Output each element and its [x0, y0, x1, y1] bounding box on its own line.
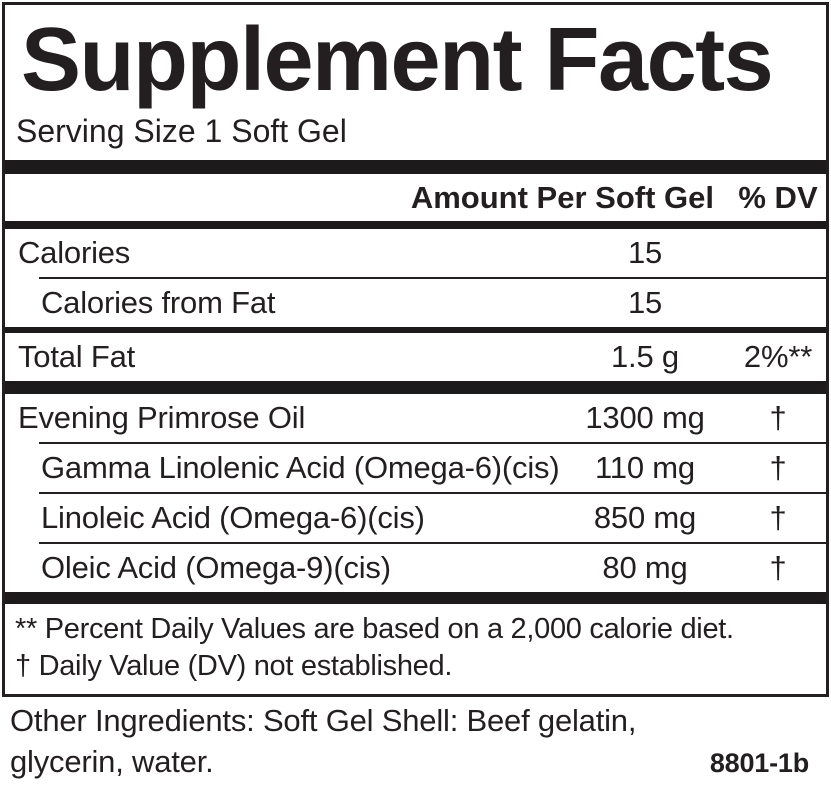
footnotes: ** Percent Daily Values are based on a 2… — [5, 604, 826, 694]
nutrient-amount: 110 mg — [595, 450, 695, 485]
nutrient-rows: Calories 15 Calories from Fat 15 Total Fat 1.… — [5, 229, 826, 592]
nutrient-row: Calories from Fat 15 — [5, 279, 826, 327]
column-header-row: Amount Per Soft Gel % DV — [5, 174, 826, 221]
other-ingredients-line2: glycerin, water. — [10, 744, 214, 779]
nutrient-dv: 2%** — [743, 339, 813, 374]
serving-size: Serving Size 1 Soft Gel — [16, 113, 347, 149]
thick-divider-bar — [5, 160, 826, 174]
nutrient-name: Calories — [18, 235, 131, 270]
panel-title: Supplement Facts — [21, 10, 774, 110]
nutrient-name: Evening Primrose Oil — [18, 400, 306, 435]
nutrient-amount: 15 — [627, 235, 663, 270]
nutrient-dv: † — [769, 500, 787, 535]
other-ingredients-line1: Other Ingredients: Soft Gel Shell: Beef … — [10, 703, 637, 738]
thick-divider-bar — [5, 592, 826, 604]
nutrient-name: Linoleic Acid (Omega-6)(cis) — [41, 500, 425, 535]
nutrient-row: Linoleic Acid (Omega-6)(cis) 850 mg † — [5, 494, 826, 542]
nutrient-row: Oleic Acid (Omega-9)(cis) 80 mg † — [5, 544, 826, 592]
footnote-percent-dv: ** Percent Daily Values are based on a 2… — [15, 613, 734, 645]
hairline-divider — [39, 442, 826, 444]
product-code: 8801-1b — [709, 748, 809, 778]
thick-divider-bar — [5, 381, 826, 394]
nutrient-row: Evening Primrose Oil 1300 mg † — [5, 394, 826, 442]
hairline-divider — [39, 277, 826, 279]
nutrient-amount: 1300 mg — [585, 400, 705, 435]
medium-divider-bar — [5, 221, 826, 229]
nutrient-name: Total Fat — [18, 339, 136, 374]
nutrient-name: Gamma Linolenic Acid (Omega-6)(cis) — [41, 450, 560, 485]
nutrient-row: Total Fat 1.5 g 2%** — [5, 333, 826, 381]
nutrient-name: Oleic Acid (Omega-9)(cis) — [41, 550, 391, 585]
nutrient-dv: † — [769, 400, 787, 435]
supplement-facts-panel: Supplement Facts Serving Size 1 Soft Gel… — [2, 2, 829, 697]
dv-column-header: % DV — [738, 179, 818, 215]
nutrient-row: Calories 15 — [5, 229, 826, 277]
nutrient-amount: 1.5 g — [611, 339, 679, 374]
other-ingredients-block: Other Ingredients: Soft Gel Shell: Beef … — [10, 700, 821, 784]
nutrient-name: Calories from Fat — [41, 285, 276, 320]
hairline-divider — [39, 542, 826, 544]
hairline-divider — [39, 492, 826, 494]
nutrient-amount: 15 — [627, 285, 663, 320]
nutrient-dv: † — [769, 550, 787, 585]
other-ingredients-line2-row: glycerin, water. 8801-1b — [10, 741, 821, 784]
medium-divider-bar — [5, 327, 826, 333]
amount-column-header: Amount Per Soft Gel — [410, 179, 714, 215]
nutrient-amount: 850 mg — [593, 500, 697, 535]
nutrient-row: Gamma Linolenic Acid (Omega-6)(cis) 110 m… — [5, 444, 826, 492]
footnote-dagger: † Daily Value (DV) not established. — [15, 650, 453, 682]
nutrient-dv: † — [769, 450, 787, 485]
nutrient-amount: 80 mg — [602, 550, 688, 585]
